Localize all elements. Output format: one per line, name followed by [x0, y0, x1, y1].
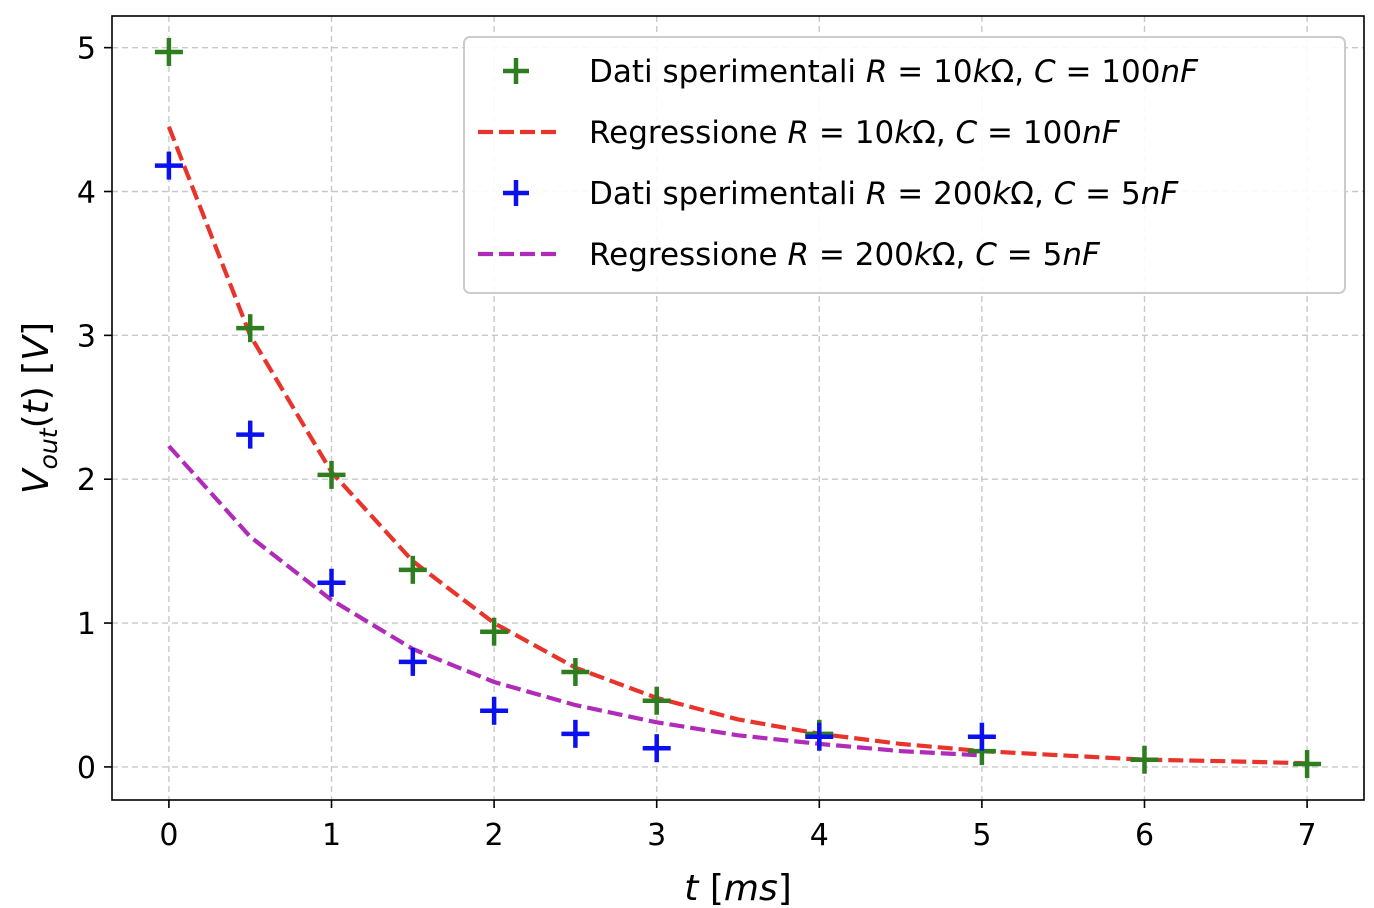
x-tick-label: 0: [159, 818, 178, 853]
legend-label-3: Regressione R = 200kΩ, C = 5nF: [589, 237, 1101, 273]
data-point-s0: [154, 37, 183, 66]
x-tick-label: 5: [972, 818, 991, 853]
legend-box: [463, 36, 1346, 294]
x-tick-label: 6: [1135, 818, 1154, 853]
svg-text:t [ms]: t [ms]: [684, 868, 792, 908]
data-point-s2: [154, 151, 183, 180]
y-tick-label: 1: [77, 607, 96, 642]
y-tick-label: 0: [77, 751, 96, 786]
x-tick-label: 4: [810, 818, 829, 853]
data-point-s0: [317, 460, 346, 489]
x-tick-label: 3: [647, 818, 666, 853]
y-axis-label: Vout(t) [V]: [16, 322, 63, 494]
y-tick-label: 5: [77, 32, 96, 67]
data-point-s2: [480, 696, 509, 725]
data-point-s0: [398, 555, 427, 584]
legend-label-2: Dati sperimentali R = 200kΩ, C = 5nF: [589, 176, 1179, 212]
data-point-s0: [642, 686, 671, 715]
data-point-s0: [561, 657, 590, 686]
data-point-s2: [561, 719, 590, 748]
data-point-s0: [1130, 745, 1159, 774]
x-tick-label: 7: [1298, 818, 1317, 853]
data-point-s0: [1293, 750, 1322, 779]
data-point-s2: [805, 722, 834, 751]
legend-marker-0: [503, 58, 529, 84]
data-point-s2: [236, 420, 265, 449]
series-layer: [154, 37, 1322, 779]
data-point-s2: [398, 647, 427, 676]
svg-text:Vout(t) [V]: Vout(t) [V]: [16, 322, 63, 494]
data-point-s0: [236, 314, 265, 343]
data-point-s2: [317, 568, 346, 597]
data-point-s2: [967, 722, 996, 751]
series-line-3: [167, 444, 983, 758]
legend: Dati sperimentali R = 10kΩ, C = 100nF Reg…: [463, 36, 1346, 294]
x-tick-label: 1: [322, 818, 341, 853]
plot-frame: [111, 15, 1365, 801]
x-tick-label: 2: [485, 818, 504, 853]
y-tick-label: 3: [77, 319, 96, 354]
x-axis-label: t [ms]: [684, 868, 792, 908]
data-point-s2: [642, 734, 671, 763]
y-tick-label: 2: [77, 463, 96, 498]
legend-label-0: Dati sperimentali R = 10kΩ, C = 100nF: [589, 54, 1199, 90]
legend-marker-2: [503, 180, 529, 206]
y-tick-label: 4: [77, 176, 96, 211]
series-line-1: [166, 126, 1308, 766]
ticks: 0 1 2 3 4 5 6 7 0 1 2 3 4 5: [77, 32, 1317, 853]
legend-label-1: Regressione R = 10kΩ, C = 100nF: [589, 115, 1121, 151]
data-point-s0: [480, 617, 509, 646]
